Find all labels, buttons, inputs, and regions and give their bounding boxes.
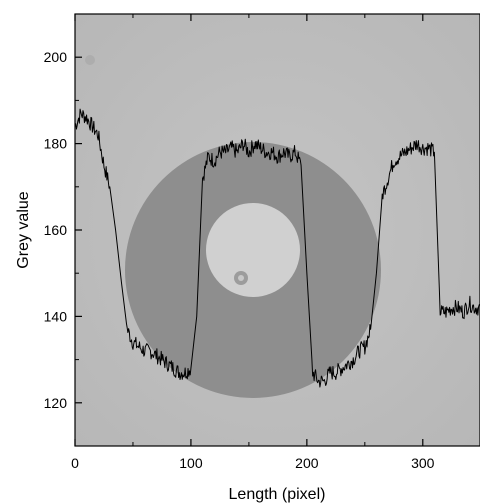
x-tick-label: 200: [295, 455, 319, 471]
center-spot-core: [238, 275, 244, 281]
x-axis-title: Length (pixel): [229, 486, 326, 503]
corner-speck: [85, 55, 95, 65]
y-tick-label: 160: [44, 222, 68, 238]
y-axis-ticks: 120 140 160 180 200: [44, 13, 82, 447]
series-lines: [75, 108, 480, 388]
x-axis-ticks: 0 100 200 300: [71, 14, 435, 471]
series-line-0: [75, 108, 480, 388]
y-tick-label: 120: [44, 395, 68, 411]
inner-disc: [206, 203, 300, 297]
micrograph-background: [75, 14, 480, 446]
x-tick-label: 300: [411, 455, 435, 471]
x-tick-label: 100: [179, 455, 203, 471]
y-tick-label: 200: [44, 49, 68, 65]
y-axis-title: Grey value: [15, 191, 32, 268]
y-tick-label: 140: [44, 308, 68, 324]
y-tick-label: 180: [44, 136, 68, 152]
x-tick-label: 0: [71, 455, 79, 471]
